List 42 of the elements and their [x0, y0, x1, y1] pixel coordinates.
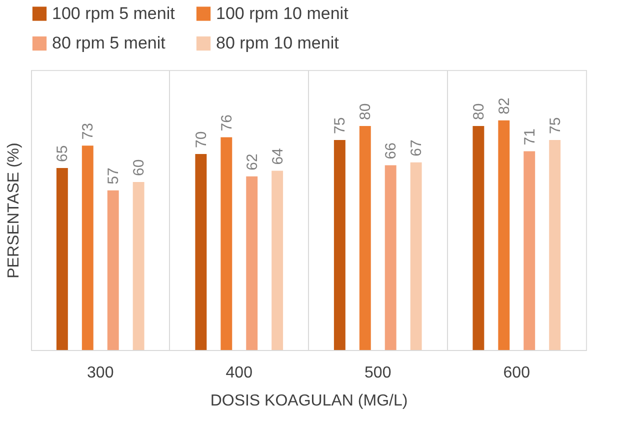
data-label: 60: [130, 159, 148, 176]
data-label: 62: [244, 154, 261, 170]
x-tick-label: 300: [87, 364, 114, 382]
y-axis-title: PERSENTASE (%): [6, 142, 22, 278]
data-label: 80: [357, 103, 374, 120]
bar: [132, 182, 144, 350]
legend-label: 80 rpm 5 menit: [52, 34, 166, 52]
bar: [359, 126, 371, 350]
data-label: 73: [80, 122, 97, 140]
bar: [195, 154, 207, 350]
bar: [472, 126, 484, 350]
data-label: 75: [332, 117, 349, 134]
legend-label: 100 rpm 5 menit: [52, 4, 176, 23]
x-tick-label: 400: [226, 364, 253, 382]
x-tick-label: 600: [503, 364, 530, 382]
bar: [410, 162, 422, 350]
bar: [107, 190, 119, 350]
bar: [334, 140, 346, 350]
bar: [498, 120, 510, 350]
legend-label: 100 rpm 10 menit: [216, 4, 349, 23]
x-tick-label: 500: [364, 364, 392, 382]
data-label: 82: [496, 98, 513, 114]
bar: [272, 170, 284, 350]
bar: [56, 168, 68, 350]
data-label: 71: [521, 128, 538, 146]
data-label: 70: [192, 131, 210, 148]
data-label: 75: [546, 117, 564, 134]
data-label: 66: [382, 142, 400, 160]
data-label: 65: [54, 145, 72, 162]
data-label: 76: [218, 114, 236, 132]
data-label: 67: [408, 140, 426, 156]
bar: [384, 165, 396, 350]
legend-label: 80 rpm 10 menit: [216, 34, 340, 52]
bar: [549, 140, 561, 350]
data-label: 64: [269, 148, 286, 165]
x-axis-title: DOSIS KOAGULAN (MG/L): [210, 392, 408, 410]
bar: [524, 151, 536, 350]
data-label: 57: [105, 168, 122, 184]
bar: [246, 176, 258, 350]
bar: [220, 137, 232, 350]
data-label: 80: [470, 103, 488, 120]
bar: [82, 146, 94, 350]
